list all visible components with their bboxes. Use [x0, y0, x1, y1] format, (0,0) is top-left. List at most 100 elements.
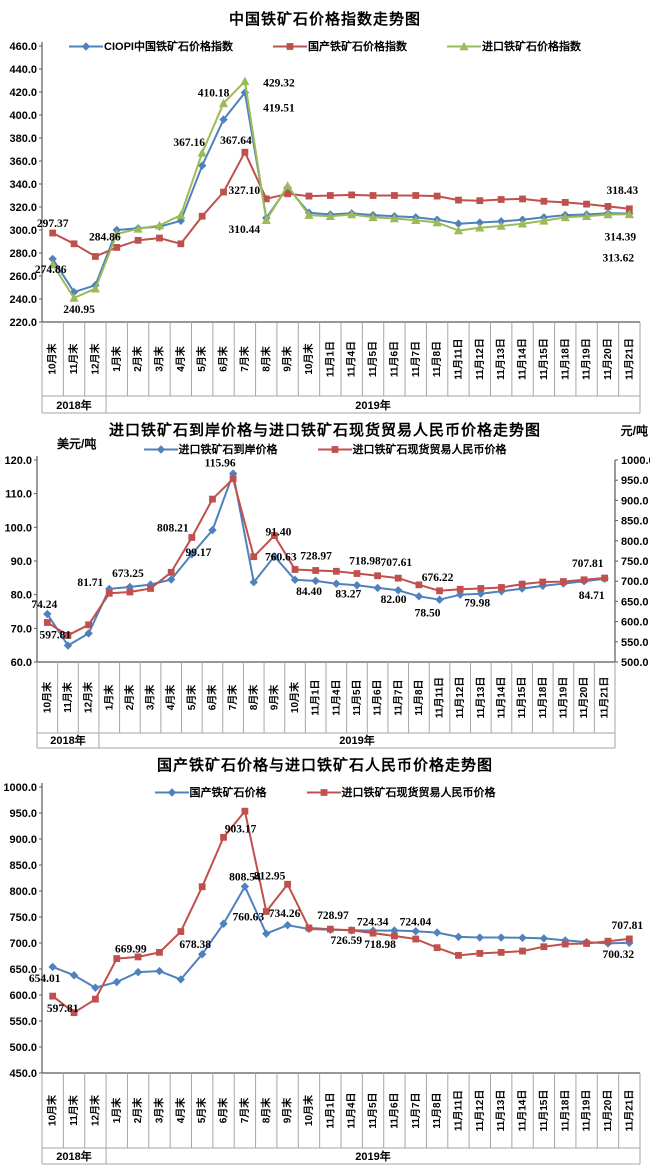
data-point-label: 78.50: [415, 608, 441, 620]
square-marker: [326, 192, 334, 199]
diamond-marker: [475, 933, 485, 942]
x-axis-tick-label: 11月末: [67, 1094, 80, 1126]
square-marker: [394, 574, 402, 582]
square-marker: [455, 951, 462, 959]
square-marker: [320, 788, 327, 796]
data-point-label: 419.51: [263, 103, 295, 115]
y-axis-tick-label: 800.0: [9, 886, 37, 898]
square-marker: [455, 196, 462, 204]
x-axis-tick-label: 11月12日: [454, 677, 466, 719]
square-marker: [583, 940, 591, 947]
x-axis-tick-label: 9月末: [281, 1097, 294, 1124]
diamond-marker: [81, 41, 91, 51]
square-marker: [262, 908, 270, 915]
y-axis-right-tick-label: 900.0: [621, 495, 649, 507]
year-group-label: 2018年: [50, 733, 85, 747]
triangle-marker: [347, 209, 357, 219]
data-point-label: 724.34: [357, 916, 389, 928]
data-point-label: 707.81: [612, 920, 644, 932]
x-axis-tick-label: 11月4日: [346, 1092, 358, 1128]
x-axis-tick-label: 11月15日: [538, 1090, 550, 1132]
data-point-label: 808.21: [157, 522, 189, 534]
x-axis-tick-label: 11月21日: [623, 1090, 635, 1132]
x-axis-tick-label: 3月末: [152, 1097, 165, 1124]
square-marker: [70, 1009, 78, 1017]
square-marker: [326, 925, 334, 933]
square-marker: [229, 475, 237, 483]
x-axis-tick-label: 2月末: [131, 345, 144, 372]
data-point-label: 760.63: [232, 911, 264, 923]
data-point-label: 812.95: [254, 870, 286, 882]
triangle-marker: [389, 213, 399, 223]
data-point-label: 318.43: [607, 185, 639, 197]
triangle-marker: [112, 229, 122, 238]
x-axis-tick-label: 7月末: [238, 1097, 251, 1124]
x-axis-tick-label: 11月12日: [474, 1090, 486, 1132]
data-point-label: 678.38: [179, 939, 211, 951]
legend-item-0: 进口铁矿石到岸价格: [143, 441, 278, 457]
diamond-marker: [125, 582, 135, 592]
y-axis-right-tick-label: 950.0: [621, 475, 649, 487]
square-marker: [353, 570, 361, 577]
triangle-marker: [603, 209, 613, 219]
x-axis-tick-label: 10月末: [302, 1094, 315, 1126]
x-axis-tick-label: 3月末: [144, 684, 157, 711]
series-line-path: [46, 477, 605, 637]
x-axis-tick-label: 12月末: [88, 342, 101, 374]
triangle-marker: [154, 220, 165, 230]
square-marker: [284, 880, 292, 888]
chart-legend: 进口铁矿石到岸价格 进口铁矿石现货贸易人民币价格: [0, 441, 650, 457]
y-axis-tick-label: 550.0: [9, 1016, 37, 1028]
x-axis-tick-label: 11月1日: [310, 679, 322, 715]
y-axis-tick-label: 80.0: [11, 590, 32, 602]
data-point-label: 718.98: [349, 556, 381, 568]
square-marker: [113, 955, 121, 963]
square-marker: [559, 578, 567, 585]
square-marker: [91, 253, 99, 260]
x-axis-tick-label: 1月末: [102, 684, 115, 711]
y-axis-tick-label: 500.0: [9, 1042, 37, 1054]
x-axis-tick-label: 11月6日: [388, 1092, 400, 1128]
x-axis-tick-label: 11月21日: [623, 338, 635, 380]
data-point-label: 367.64: [220, 135, 252, 147]
diamond-marker: [219, 919, 228, 928]
diamond-marker: [240, 88, 250, 97]
triangle-marker: [475, 223, 485, 232]
square-marker: [497, 948, 505, 956]
data-point-label: 83.27: [335, 589, 361, 601]
y-axis-right-tick-label: 500.0: [621, 657, 649, 669]
x-axis-tick-label: 11月13日: [495, 338, 507, 380]
y-axis-right-tick-label: 1000.0: [621, 455, 650, 467]
square-marker: [220, 833, 227, 841]
triangle-legend-icon: [446, 41, 481, 50]
triangle-marker: [218, 98, 229, 108]
chart-title: 进口铁矿石到岸价格与进口铁矿石现货贸易人民币价格走势图: [108, 422, 541, 439]
triangle-marker: [133, 224, 143, 233]
data-point-label: 669.99: [115, 944, 147, 956]
square-marker: [390, 192, 398, 199]
triangle-marker: [283, 181, 293, 190]
square-marker: [456, 585, 464, 593]
square-marker: [49, 229, 57, 237]
square-marker: [286, 42, 294, 50]
x-axis-tick-label: 3月末: [152, 345, 165, 372]
triangle-marker: [453, 225, 464, 235]
x-axis-tick-label: 5月末: [185, 684, 198, 711]
x-axis-tick-label: 7月末: [238, 345, 251, 372]
data-labels: 654.01 597.81 669.99 678.38 903.17 808.54 760.…: [29, 823, 644, 1015]
y-axis-right-tick-label: 750.0: [621, 556, 649, 568]
data-point-label: 718.98: [364, 939, 396, 951]
chart-china-iron-ore-price-index: 中国铁矿石价格指数走势图 CIOPI中国铁矿石价格指数 国产铁矿石价格指数 进口铁矿…: [0, 0, 650, 415]
x-axis-tick-label: 11月8日: [431, 341, 443, 377]
x-axis-tick-label: 10月末: [288, 681, 301, 713]
y-axis-tick-label: 650.0: [9, 964, 37, 976]
diamond-marker: [311, 576, 320, 586]
x-axis-tick-label: 11月7日: [392, 679, 404, 715]
triangle-marker: [69, 293, 79, 302]
square-marker: [305, 192, 313, 200]
square-marker: [177, 928, 185, 935]
y-axis-tick-label: 110.0: [5, 489, 32, 501]
y-axis-tick-label: 260.0: [9, 271, 37, 283]
year-group-row: 2018年 2019年: [41, 1148, 641, 1165]
data-point-label: 327.10: [228, 185, 260, 197]
